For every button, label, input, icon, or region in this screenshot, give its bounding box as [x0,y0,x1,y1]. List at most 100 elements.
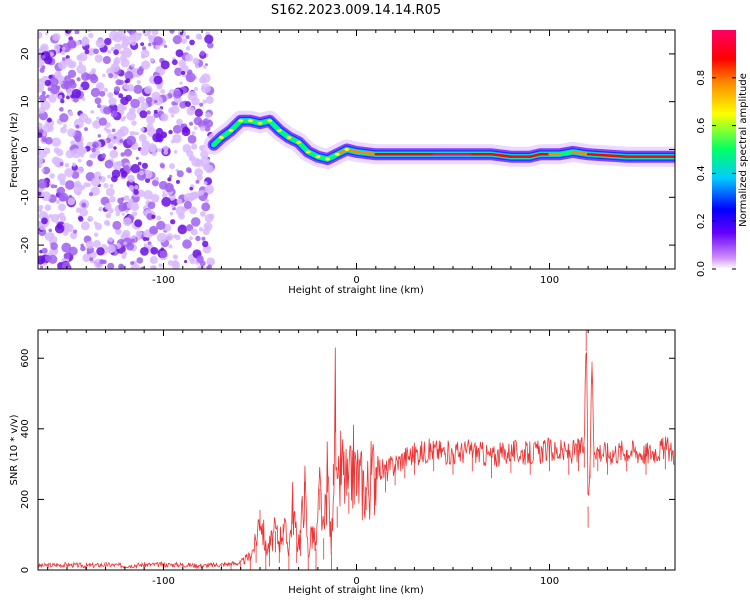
noise-blob [122,217,132,227]
noise-blob [198,227,204,232]
noise-blob [118,93,124,99]
noise-blob [82,253,91,263]
noise-blob [99,90,106,97]
noise-blob [96,116,100,121]
noise-blob [40,43,49,53]
spectrogram-y-label: Frequency (Hz) [9,112,20,188]
noise-blob [39,94,47,102]
noise-blob [139,110,148,119]
spectrogram-y-tick-label: 0 [20,146,31,152]
noise-blob [131,211,138,217]
noise-blob [136,189,145,198]
noise-blob [113,146,117,150]
noise-blob [111,128,116,133]
noise-blob [57,203,66,212]
noise-blob [81,202,87,208]
noise-blob [204,112,212,119]
noise-blob [117,197,124,204]
noise-blob [112,161,122,170]
noise-blob [207,264,213,269]
noise-blob [107,142,114,149]
noise-blob [107,49,112,54]
noise-blob [113,49,119,56]
noise-blob [165,233,174,241]
noise-blob [169,163,175,170]
spectrogram-x-tick-label: -100 [152,275,175,286]
noise-blob [128,184,135,191]
noise-blob [160,60,170,70]
noise-blob [189,39,195,46]
noise-blob [189,206,198,215]
noise-blob [124,209,129,214]
noise-blob [127,174,135,183]
noise-blob [176,118,183,126]
noise-blob [173,90,182,99]
colorbar-gradient [712,30,736,269]
noise-blob [38,82,45,93]
noise-blob [41,168,45,173]
noise-blob [204,214,214,223]
noise-blob [144,177,151,183]
noise-blob [203,222,213,232]
noise-blob [163,150,169,155]
noise-blob [109,149,119,159]
ridge-hotspot [267,119,273,123]
noise-blob [96,103,102,109]
noise-blob [151,30,159,36]
noise-blob [187,169,192,174]
noise-blob [60,50,66,56]
noise-blob [202,163,210,171]
noise-blob [70,232,78,240]
noise-blob [189,121,194,126]
noise-blob [125,94,132,102]
spectrogram-x-tick-label: 100 [540,275,559,286]
noise-blob [114,43,122,51]
noise-blob [151,214,156,219]
noise-blob [144,85,153,94]
noise-blob [197,35,203,40]
noise-blob [136,68,144,76]
noise-blob [120,152,126,157]
noise-blob [182,239,192,249]
noise-blob [111,169,121,179]
noise-blob [50,242,58,250]
noise-blob [123,195,130,201]
noise-blob [104,202,112,211]
noise-blob [175,49,184,58]
noise-blob [159,250,168,259]
noise-blob [137,161,142,166]
noise-blob [199,144,206,152]
noise-blob [49,173,55,179]
ridge-core-segment [490,153,513,158]
noise-blob [156,232,167,243]
noise-blob [140,42,145,47]
noise-blob [44,204,52,211]
noise-blob [96,247,105,256]
noise-blob [109,196,116,203]
noise-blob [102,73,106,78]
snr-y-ticks: 0 200 400 600 [20,349,675,573]
noise-blob [58,60,68,70]
noise-blob [54,224,65,234]
noise-blob [110,46,115,52]
noise-blob [121,170,128,178]
noise-blob [44,56,53,65]
noise-blob [112,139,117,144]
ridge-core-segment [355,150,378,156]
noise-blob [105,187,115,197]
noise-blob [110,110,118,118]
noise-blob [105,212,112,219]
noise-blob [205,119,214,128]
noise-blob [51,137,61,147]
noise-blob [48,77,59,88]
noise-blob [103,106,112,115]
noise-blob [171,101,176,106]
noise-blob [71,88,82,99]
colorbar-tick-label: 0.8 [696,70,707,86]
noise-blob [179,32,183,36]
snr-x-tick-label: 0 [353,576,359,587]
noise-blob [121,212,125,216]
noise-blob [65,180,75,190]
noise-blob [138,134,147,142]
